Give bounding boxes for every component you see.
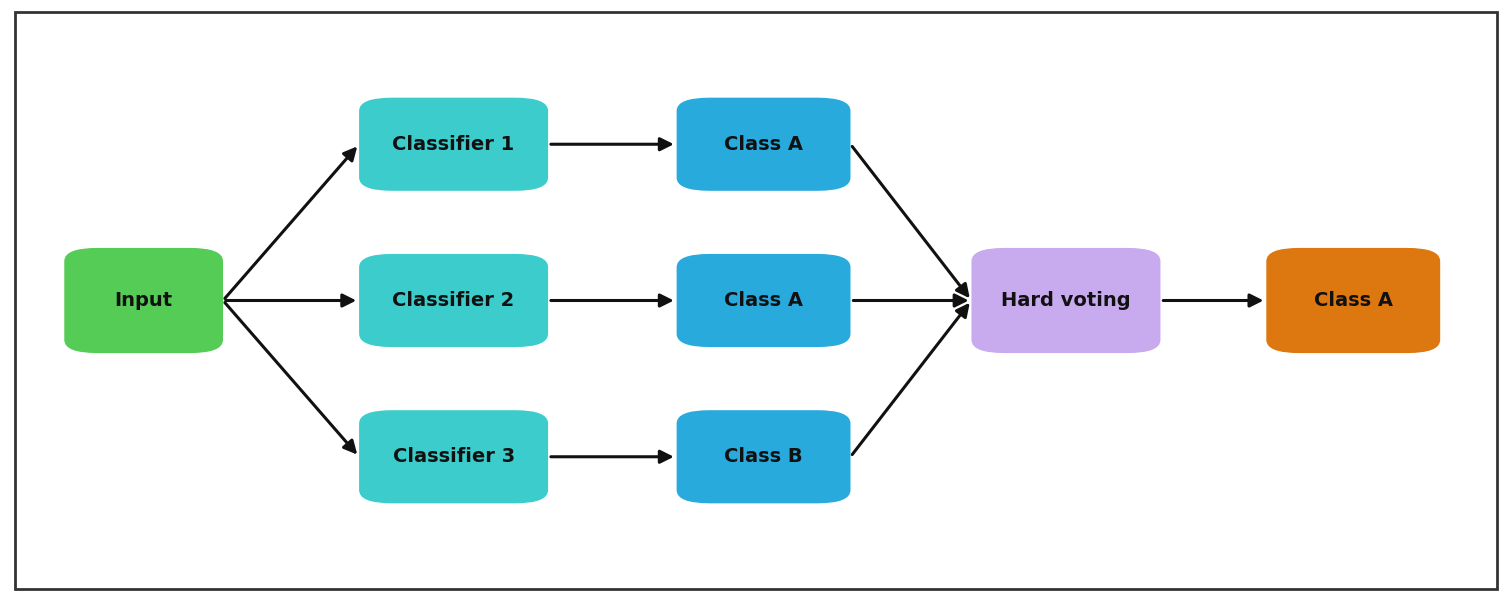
Text: Class A: Class A <box>724 291 803 310</box>
FancyBboxPatch shape <box>676 254 850 347</box>
FancyBboxPatch shape <box>358 97 547 191</box>
Text: Class B: Class B <box>724 447 803 466</box>
Text: Classifier 2: Classifier 2 <box>393 291 514 310</box>
FancyBboxPatch shape <box>358 410 547 504</box>
FancyBboxPatch shape <box>676 410 850 504</box>
FancyBboxPatch shape <box>358 254 547 347</box>
FancyBboxPatch shape <box>1266 248 1439 353</box>
FancyBboxPatch shape <box>64 248 224 353</box>
Text: Classifier 3: Classifier 3 <box>393 447 514 466</box>
Text: Class A: Class A <box>1314 291 1393 310</box>
Text: Hard voting: Hard voting <box>1001 291 1131 310</box>
Text: Input: Input <box>115 291 172 310</box>
Text: Classifier 1: Classifier 1 <box>393 135 514 154</box>
FancyBboxPatch shape <box>971 248 1161 353</box>
FancyBboxPatch shape <box>676 97 850 191</box>
Text: Class A: Class A <box>724 135 803 154</box>
